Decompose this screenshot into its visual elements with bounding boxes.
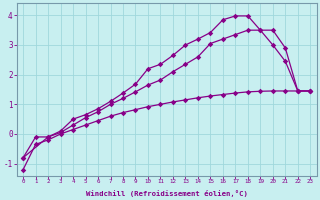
X-axis label: Windchill (Refroidissement éolien,°C): Windchill (Refroidissement éolien,°C) [86,190,248,197]
